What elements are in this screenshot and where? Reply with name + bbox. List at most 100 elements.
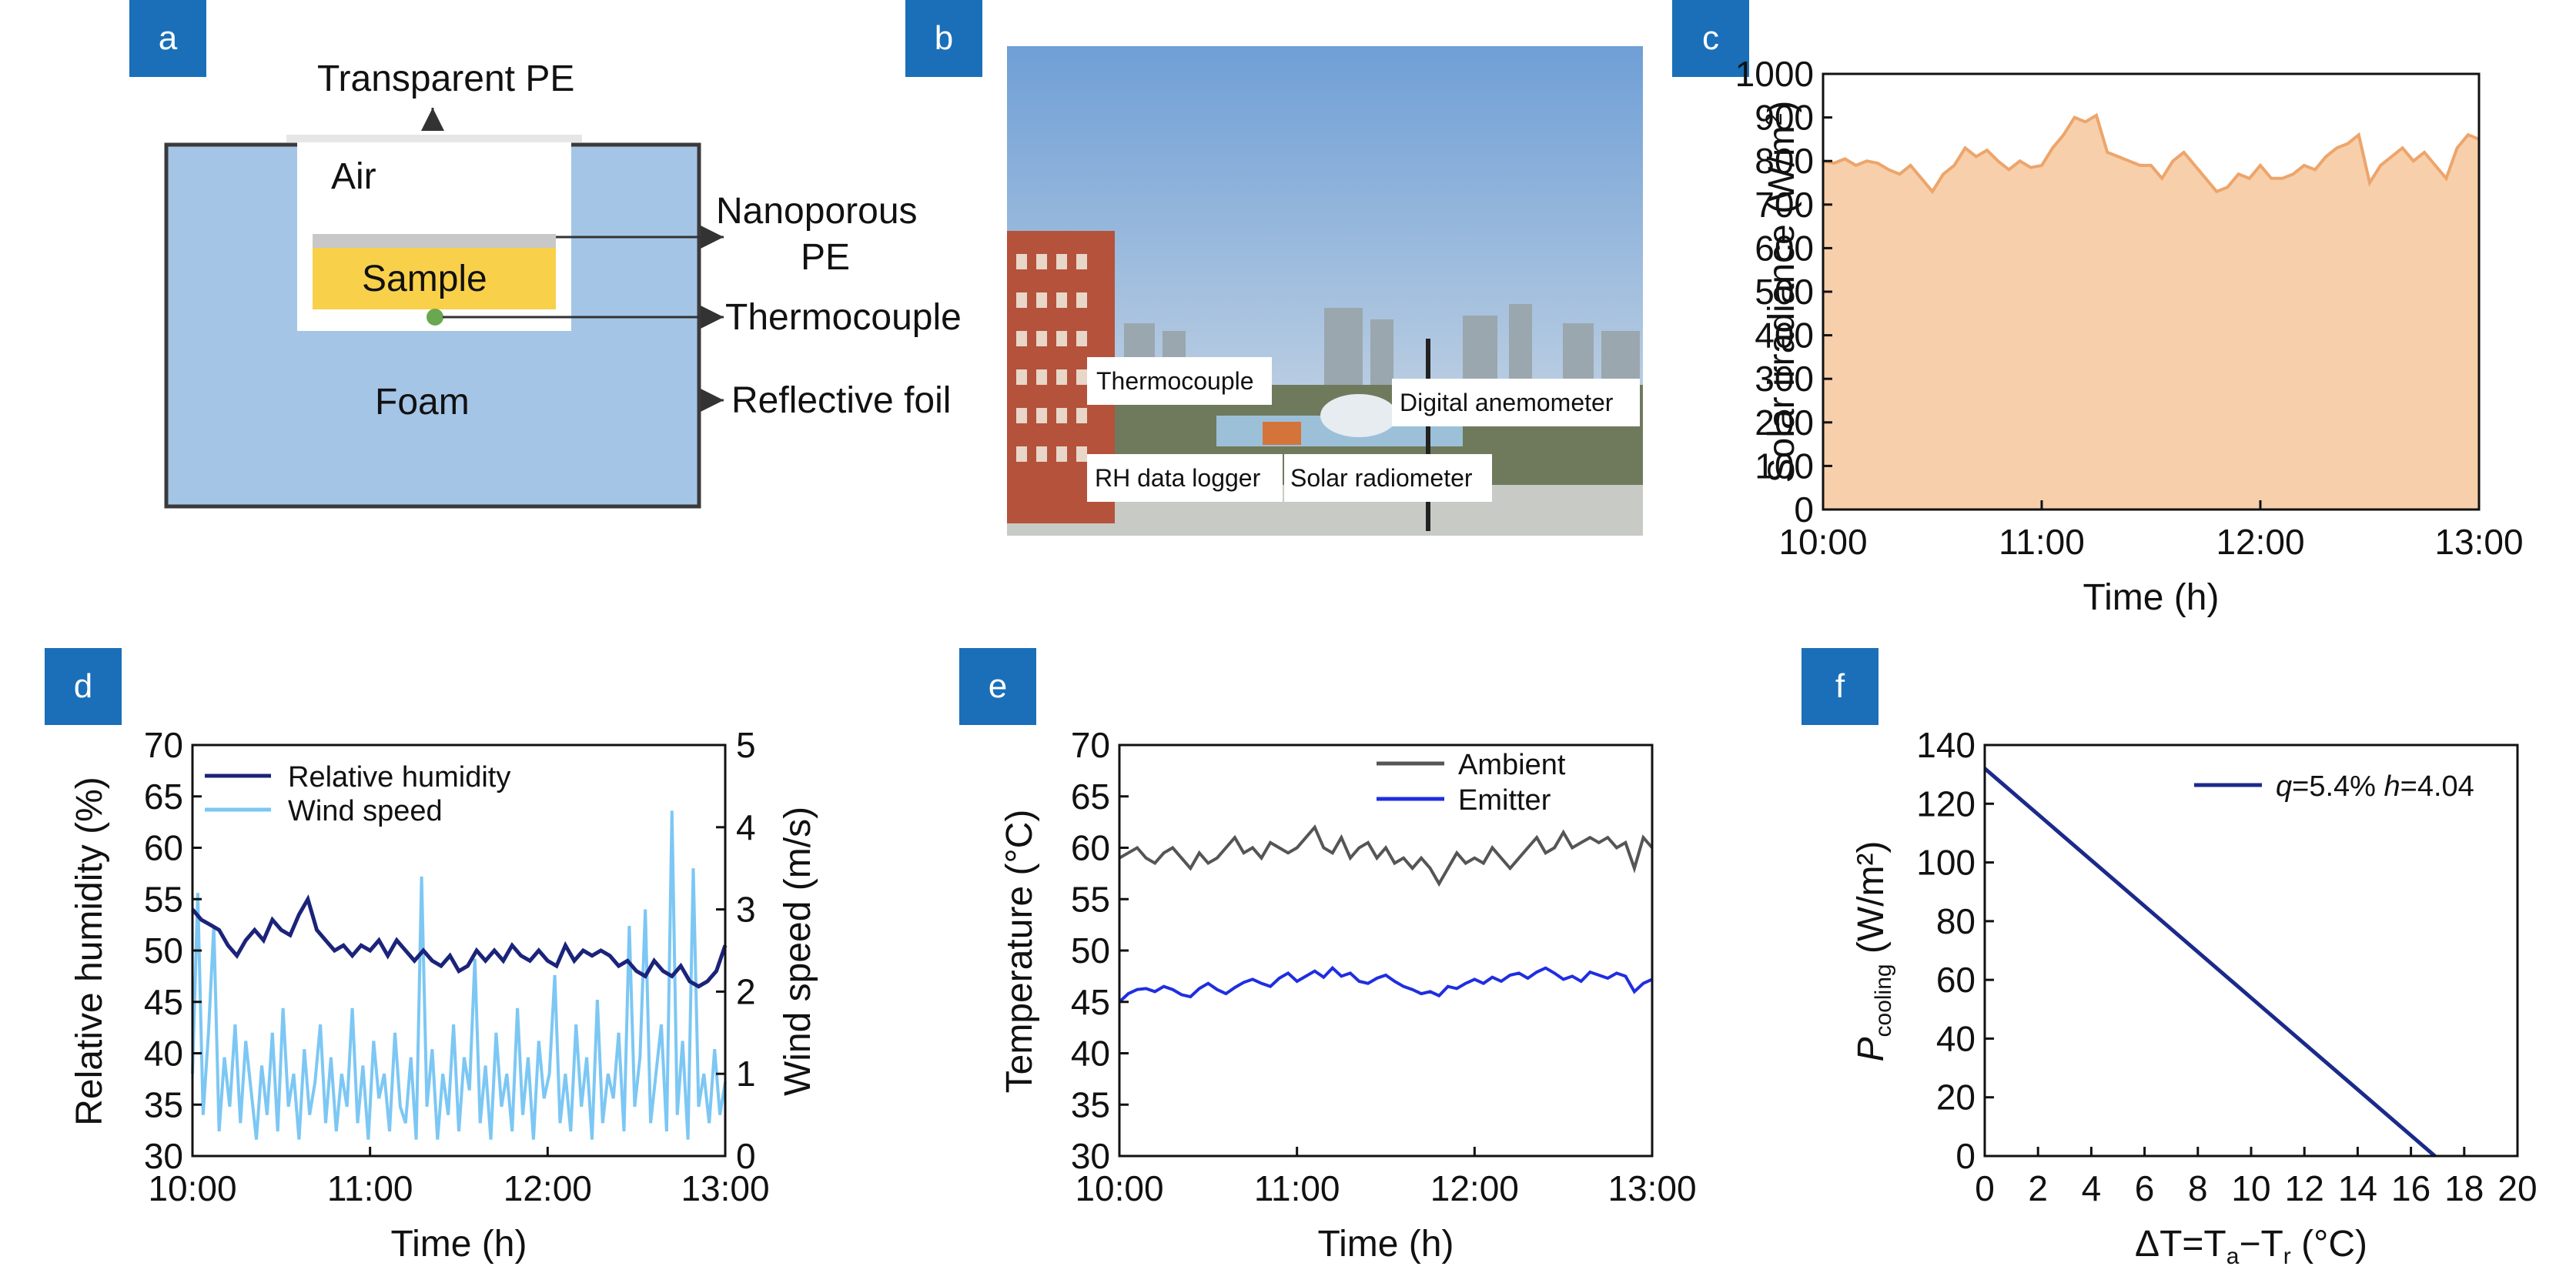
chart-c-xtick-label: 10:00 [1778, 522, 1867, 562]
chart-c-ytick-label: 100 [1755, 446, 1814, 486]
chart-d-xtick-label: 10:00 [148, 1168, 236, 1208]
chart-e-xtick-label: 12:00 [1430, 1168, 1519, 1208]
chart-e-xtick-label: 13:00 [1607, 1168, 1696, 1208]
chart-f-xtick-label: 18 [2444, 1168, 2484, 1208]
chart-e-ytick-label: 60 [1071, 828, 1110, 868]
chart-e-ylabel: Temperature (°C) [999, 810, 1040, 1094]
chart-f-xtick-label: 6 [2135, 1168, 2155, 1208]
chart-f-xtick-label: 2 [2028, 1168, 2048, 1208]
chart-f-xtick-label: 8 [2188, 1168, 2208, 1208]
chart-e-ytick-label: 50 [1071, 931, 1110, 971]
thermocouple-dot [427, 309, 443, 326]
chart-d-wind-line [191, 810, 727, 1140]
nanoporous-label-line1: Nanoporous [716, 191, 918, 232]
chart-c-xtick-label: 13:00 [2434, 522, 2523, 562]
chart-d-xlabel: Time (h) [391, 1224, 527, 1265]
chart-c-ytick-label: 800 [1755, 141, 1814, 181]
chart-c-ytick-label: 1000 [1735, 54, 1814, 94]
chart-d-legend: Relative humidity Wind speed [205, 761, 510, 827]
chart-d-ytick-label: 35 [144, 1084, 183, 1124]
transparent-pe-label: Transparent PE [317, 58, 574, 99]
chart-f-ytick-label: 60 [1936, 960, 1975, 1000]
chart-e-series-line-1 [1118, 965, 1653, 1004]
panel-label-d: d [45, 648, 122, 725]
sample-block [313, 248, 556, 309]
chart-e-series-line-0 [1119, 824, 1654, 887]
legend-wind-label: Wind speed [288, 795, 443, 827]
panel-label-f: f [1802, 648, 1878, 725]
panel-label-a: a [129, 0, 206, 77]
chart-d-ytick-label: 40 [144, 1034, 183, 1074]
chart-c-ytick-label: 300 [1755, 359, 1814, 399]
chart-c-ytick-label: 900 [1755, 98, 1814, 138]
rh-data-logger-box [1263, 422, 1301, 445]
chart-f-legend: q=5.4% h=4.04 [2194, 770, 2474, 803]
photo-label-radiometer: Solar radiometer [1284, 454, 1492, 502]
svg-text:Thermocouple: Thermocouple [1096, 367, 1254, 395]
chart-f-series-line-0 [1983, 767, 2437, 1158]
chart-e-xtick-label: 10:00 [1075, 1168, 1163, 1208]
foam-label: Foam [375, 382, 470, 423]
legend-f-label: q=5.4% h=4.04 [2276, 770, 2474, 803]
chart-c-xtick-label: 11:00 [1999, 522, 2085, 562]
chart-f-xtick-label: 20 [2497, 1168, 2537, 1208]
solar-radiometer-dome [1320, 394, 1397, 437]
schematic-panel: Transparent PE Air Sample Nanoporous PE … [164, 58, 962, 509]
chart-e-ytick-label: 70 [1071, 725, 1110, 765]
chart-e-ytick-label: 40 [1071, 1034, 1110, 1074]
chart-d-ytick-label: 45 [144, 982, 183, 1022]
chart-d-xtick-label: 12:00 [503, 1168, 592, 1208]
legend-ambient-label: Ambient [1458, 749, 1566, 781]
chart-f-xtick-label: 12 [2285, 1168, 2324, 1208]
chart-d-ytick-label: 65 [144, 777, 183, 817]
chart-d-y2tick-label: 2 [736, 971, 756, 1011]
legend-emitter-label: Emitter [1458, 784, 1551, 817]
chart-f-frame [1983, 743, 2519, 1158]
chart-c-area [1823, 115, 2479, 510]
chart-e-xlabel: Time (h) [1318, 1224, 1454, 1265]
chart-c-line [1822, 112, 2480, 195]
chart-f-xtick-label: 0 [1975, 1168, 1995, 1208]
chart-d-xtick-label: 13:00 [681, 1168, 769, 1208]
chart-d-y2tick-label: 1 [736, 1054, 756, 1094]
building-windows [1016, 254, 1087, 462]
sample-label: Sample [362, 259, 487, 299]
chart-d-y2label: Wind speed (m/s) [778, 807, 818, 1096]
chart-e-ytick-label: 30 [1071, 1136, 1110, 1176]
chart-d-ytick-label: 50 [144, 931, 183, 971]
chart-f-ytick-label: 80 [1936, 901, 1975, 941]
air-label: Air [331, 156, 376, 197]
chart-d-y2tick-label: 4 [736, 807, 756, 847]
chart-e-ytick-label: 35 [1071, 1084, 1110, 1124]
chart-f-ytick-label: 20 [1936, 1078, 1975, 1118]
svg-text:RH data logger: RH data logger [1095, 464, 1261, 492]
nanoporous-label-line2: PE [801, 237, 850, 278]
chart-c-xlabel: Time (h) [2083, 577, 2220, 618]
chart-f-ylabel: Pcooling (W/m²) [1851, 840, 1896, 1061]
chart-f-xtick-label: 10 [2231, 1168, 2270, 1208]
distant-skyline [1124, 304, 1640, 385]
chart-d-ytick-label: 70 [144, 725, 183, 765]
photo-label-anemometer: Digital anemometer [1392, 379, 1640, 426]
chart-d-ytick-label: 55 [144, 879, 183, 919]
chart-f-xtick-label: 14 [2338, 1168, 2377, 1208]
chart-f-ytick-label: 120 [1916, 784, 1975, 824]
panel-label-e: e [959, 648, 1036, 725]
photo-panel: Thermocouple Digital anemometer RH data … [1007, 46, 1643, 536]
photo-label-thermocouple: Thermocouple [1087, 357, 1272, 405]
chart-d-y2tick-label: 0 [736, 1136, 756, 1176]
chart-c-xtick-label: 12:00 [2216, 522, 2304, 562]
panel-label-c: c [1672, 0, 1749, 77]
chart-f-ytick-label: 0 [1955, 1136, 1975, 1176]
legend-rh-label: Relative humidity [288, 761, 510, 794]
chart-c-ytick-label: 0 [1794, 489, 1814, 530]
thermocouple-label: Thermocouple [725, 297, 962, 338]
chart-f-ytick-label: 140 [1916, 725, 1975, 765]
chart-e-ytick-label: 65 [1071, 777, 1110, 817]
chart-d-xtick-label: 11:00 [327, 1168, 413, 1208]
chart-c-ylabel: Solar irradiance (W/m2) [1761, 101, 1802, 483]
